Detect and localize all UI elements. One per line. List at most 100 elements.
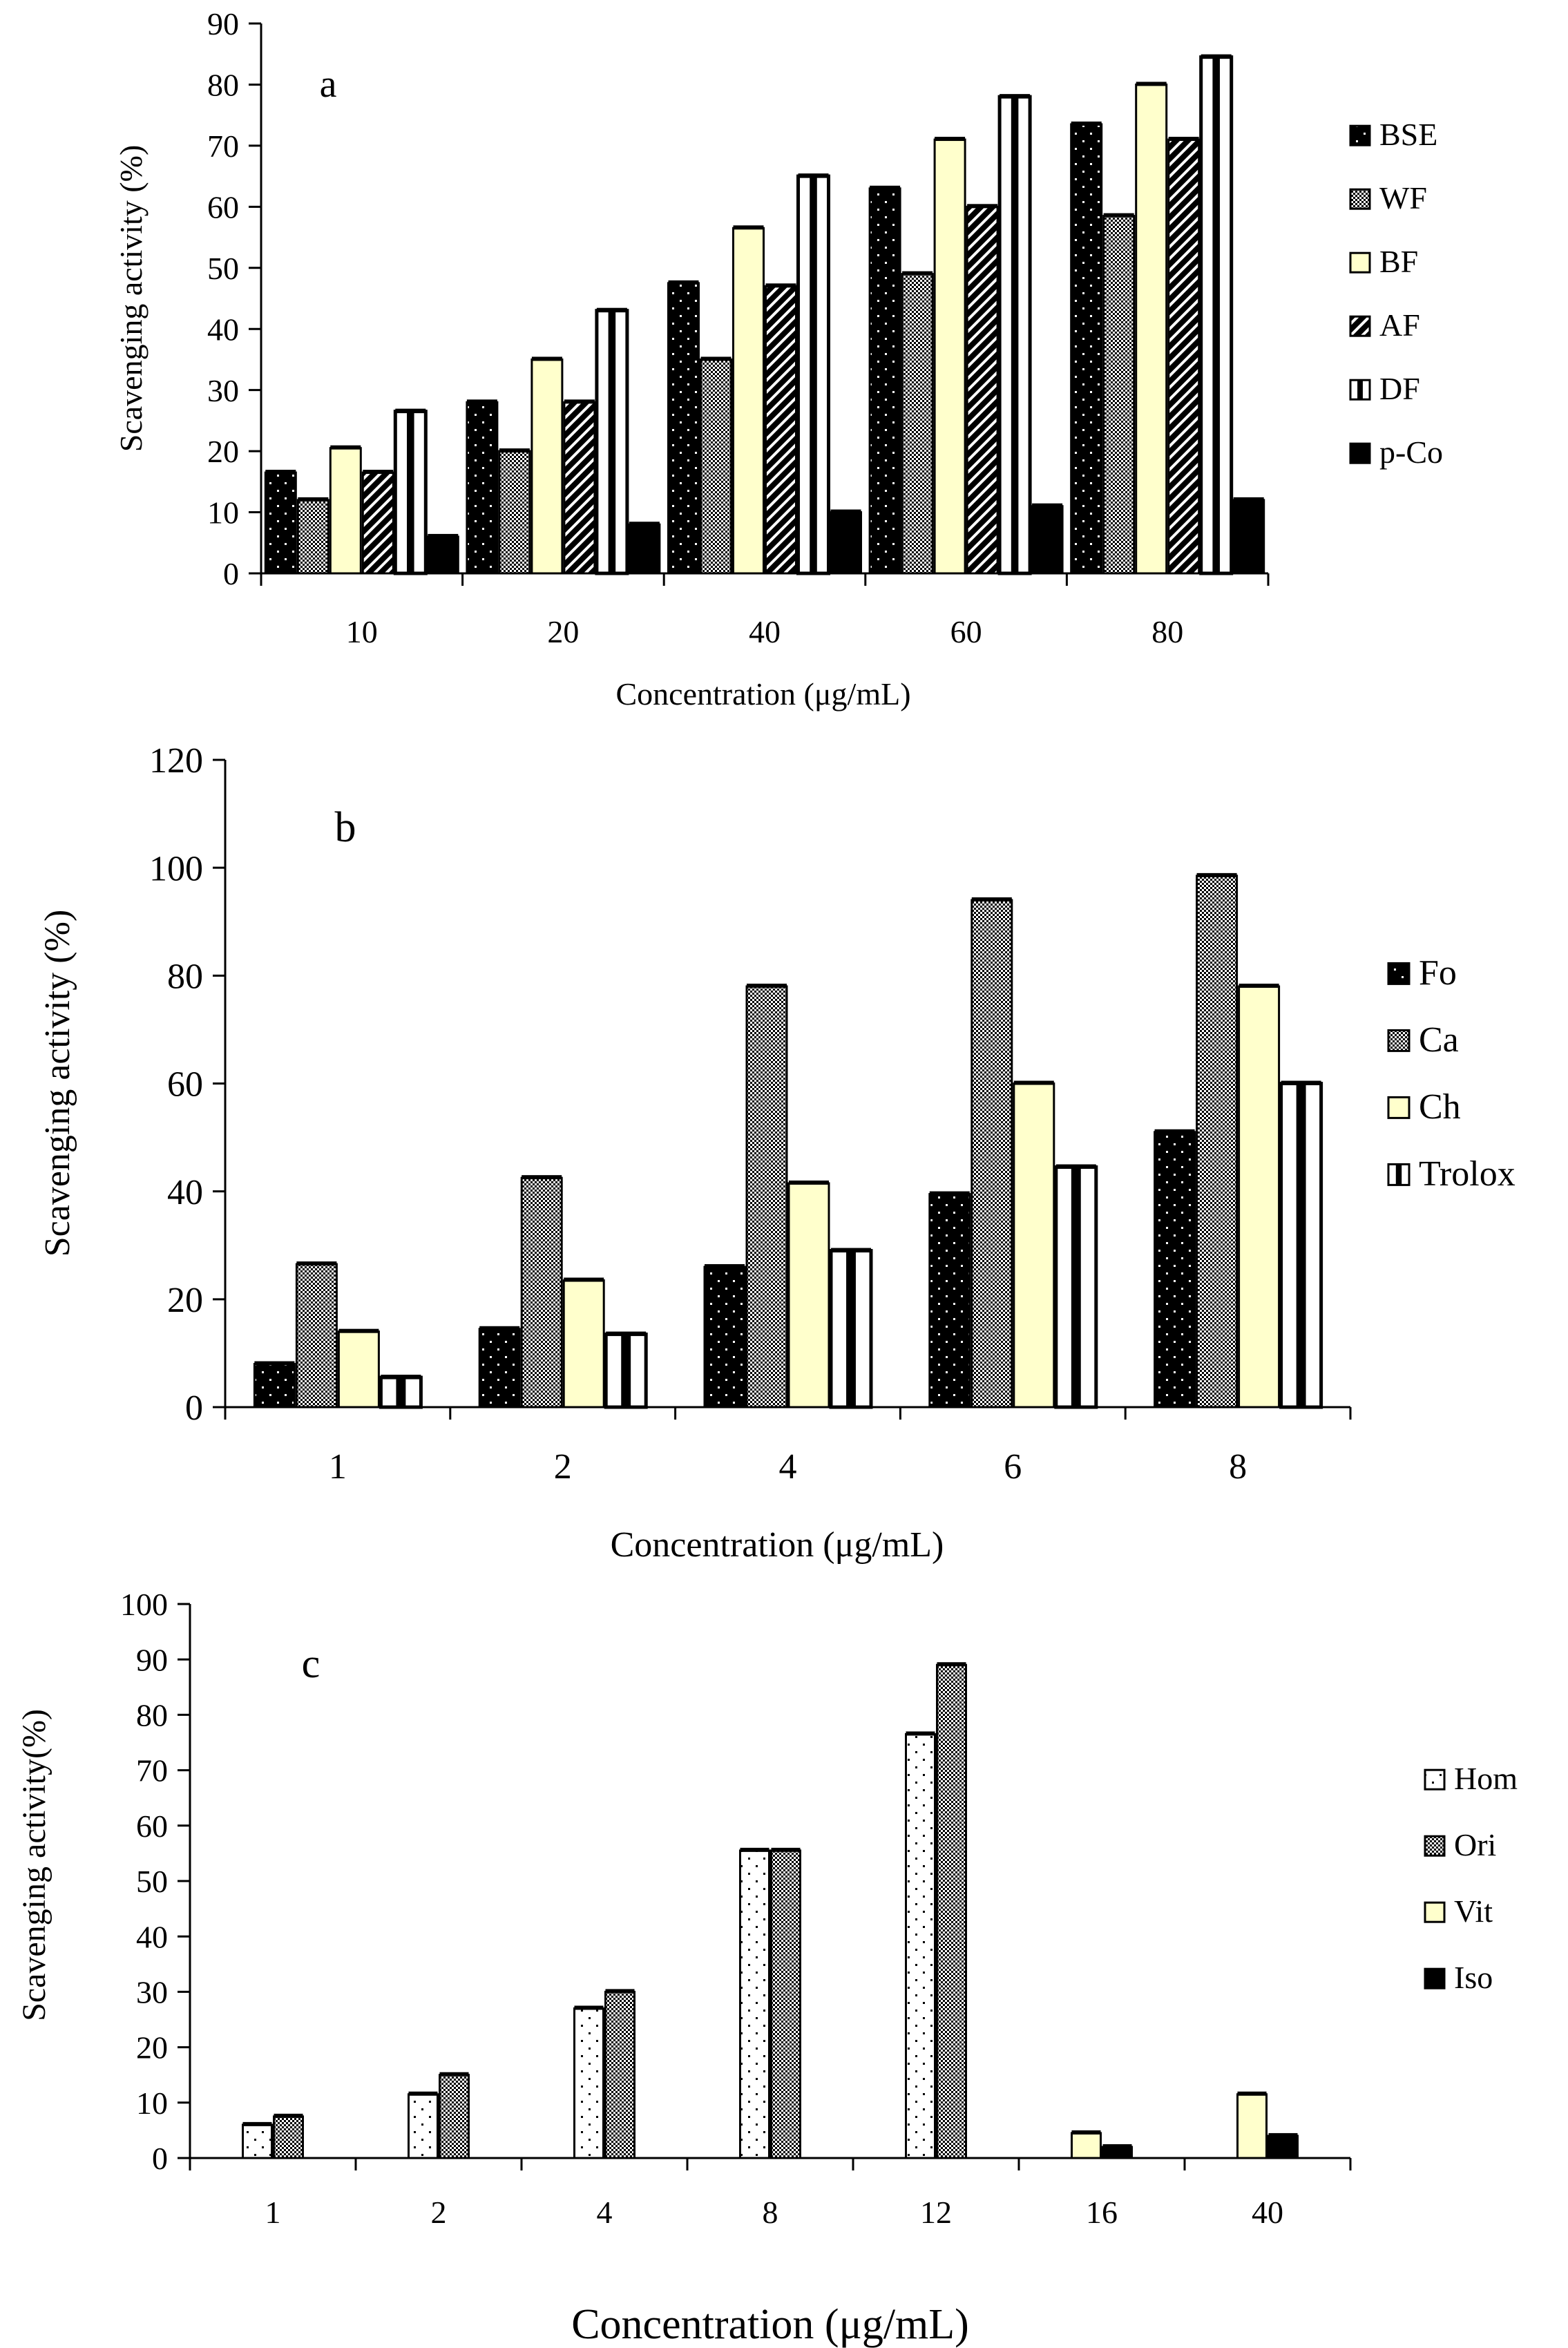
x-tick-label: 80 xyxy=(1151,614,1183,649)
bar-ori-8-fill xyxy=(770,1849,801,2159)
bar-hom-4-fill xyxy=(573,2007,604,2159)
bar-bse-60-fill xyxy=(868,187,901,575)
legend-swatch-wf-fill xyxy=(1349,188,1371,210)
y-tick-label: 20 xyxy=(167,1281,203,1320)
bar-wf-60 xyxy=(901,271,934,575)
x-tick-label: 10 xyxy=(346,614,378,649)
bar-vit-16 xyxy=(1071,2130,1102,2159)
bar-ca-1 xyxy=(295,1261,338,1409)
bar-ca-6-error-cap xyxy=(971,897,1012,902)
panel-b-bars xyxy=(253,872,1323,1409)
bar-vit-40 xyxy=(1236,2091,1268,2159)
x-tick-label: 20 xyxy=(547,614,579,649)
bar-wf-80-fill xyxy=(1102,215,1136,575)
legend-swatch-ori xyxy=(1424,1835,1446,1857)
x-tick-label: 12 xyxy=(920,2195,952,2230)
bar-bse-20 xyxy=(466,399,499,575)
bar-ca-2-error-cap xyxy=(522,1175,562,1180)
bar-iso-16-error-cap xyxy=(1102,2144,1132,2148)
bar-fo-4-error-cap xyxy=(705,1263,745,1268)
bar-df-40-stripe xyxy=(810,176,817,574)
bar-ori-1-error-cap xyxy=(274,2113,303,2118)
legend-swatch-df xyxy=(1349,379,1371,401)
bar-p-co-60-error-cap xyxy=(1032,503,1063,508)
panel-c-bars xyxy=(242,1662,1299,2159)
bar-p-co-40-error-cap xyxy=(830,509,861,514)
bar-fo-6-fill xyxy=(928,1193,971,1409)
bar-fo-6 xyxy=(928,1191,971,1409)
bar-ca-8-fill xyxy=(1196,875,1239,1409)
bar-trolox-6-error-cap xyxy=(1055,1164,1096,1169)
legend-label-bf: BF xyxy=(1379,244,1418,279)
legend-swatch-fo-fill xyxy=(1387,962,1411,985)
legend-label-hom: Hom xyxy=(1454,1761,1518,1796)
bar-bf-20-fill xyxy=(530,358,564,575)
legend-swatch-p-co xyxy=(1349,442,1371,464)
bar-vit-16-error-cap xyxy=(1071,2130,1101,2135)
bar-wf-10 xyxy=(296,497,329,575)
panel-c-legend: Hom Ori Vit Iso xyxy=(1424,1761,1518,1995)
bar-wf-40 xyxy=(700,356,732,575)
bar-wf-60-error-cap xyxy=(902,271,933,276)
bar-hom-2-error-cap xyxy=(408,2091,438,2096)
x-tick-label: 2 xyxy=(554,1447,572,1487)
bar-hom-12 xyxy=(905,1731,936,2159)
x-tick-label: 8 xyxy=(1229,1447,1247,1487)
bar-bf-40-error-cap xyxy=(733,225,764,230)
bar-bse-80-fill xyxy=(1070,123,1103,575)
bar-df-20-stripe xyxy=(608,310,616,573)
legend-swatch-vit-fill xyxy=(1424,1901,1446,1923)
bar-hom-8-error-cap xyxy=(740,1847,769,1852)
bar-ch-4 xyxy=(787,1180,830,1409)
bar-bf-80-fill xyxy=(1135,83,1168,575)
bar-af-40 xyxy=(765,283,797,575)
legend-swatch-bse-fill xyxy=(1349,124,1371,146)
bar-ori-1-fill xyxy=(273,2115,304,2159)
bar-fo-1-error-cap xyxy=(254,1361,295,1366)
y-tick-label: 80 xyxy=(207,68,239,103)
bar-wf-80 xyxy=(1102,213,1136,575)
panel-b-label: b xyxy=(335,804,356,851)
bar-ch-2-error-cap xyxy=(564,1277,604,1282)
bar-ori-2 xyxy=(439,2072,470,2159)
bar-bf-10-fill xyxy=(329,447,362,575)
bar-iso-16 xyxy=(1102,2144,1133,2159)
bar-p-co-10-error-cap xyxy=(428,533,459,538)
legend-swatch-hom-fill xyxy=(1424,1768,1446,1791)
panel-a-chart: a Scavenging activity (%) Concentration … xyxy=(113,6,1443,712)
bar-df-40 xyxy=(796,173,830,575)
bar-ch-4-error-cap xyxy=(789,1180,829,1185)
y-tick-label: 90 xyxy=(136,1642,168,1677)
bar-trolox-1 xyxy=(379,1375,423,1409)
panel-b-legend: Fo Ca Ch Trolox xyxy=(1387,953,1516,1194)
bar-wf-20 xyxy=(498,448,531,575)
bar-ch-8-error-cap xyxy=(1239,983,1279,988)
legend-swatch-p-co-fill xyxy=(1349,442,1371,464)
y-tick-label: 70 xyxy=(207,128,239,164)
legend-swatch-iso xyxy=(1424,1967,1446,1989)
bar-bf-80-error-cap xyxy=(1136,82,1167,86)
bar-df-60-error-cap xyxy=(1000,94,1031,99)
x-tick-label: 8 xyxy=(763,2195,778,2230)
bar-fo-8-error-cap xyxy=(1154,1129,1195,1134)
y-tick-label: 50 xyxy=(207,251,239,286)
panel-a-legend: BSE WF BF AF DF p-Co xyxy=(1349,117,1443,470)
bar-bse-20-error-cap xyxy=(466,399,497,404)
bar-trolox-1-stripe xyxy=(396,1377,406,1407)
x-tick-label: 4 xyxy=(597,2195,613,2230)
bar-ca-2-fill xyxy=(520,1176,563,1409)
legend-swatch-ca-fill xyxy=(1387,1029,1411,1052)
bar-ori-12-fill xyxy=(936,1663,967,2159)
bar-vit-40-fill xyxy=(1236,2093,1268,2159)
panel-b-chart: b Scavenging activity (%) Concentration … xyxy=(38,741,1516,1565)
panel-a-bars xyxy=(264,54,1265,575)
bar-bf-80 xyxy=(1135,82,1168,575)
panel-b-y-axis-label: Scavenging activity (%) xyxy=(38,910,77,1257)
bar-df-60 xyxy=(997,94,1032,575)
bar-af-80-fill xyxy=(1167,138,1201,575)
bar-fo-8 xyxy=(1154,1129,1196,1409)
panel-a-axes: 0 10 20 30 40 50 60 70 80 90 10 20 40 60 80 xyxy=(207,6,1270,649)
bar-af-60 xyxy=(966,204,999,575)
bar-wf-10-fill xyxy=(296,499,329,575)
bar-ch-4-fill xyxy=(787,1182,830,1409)
